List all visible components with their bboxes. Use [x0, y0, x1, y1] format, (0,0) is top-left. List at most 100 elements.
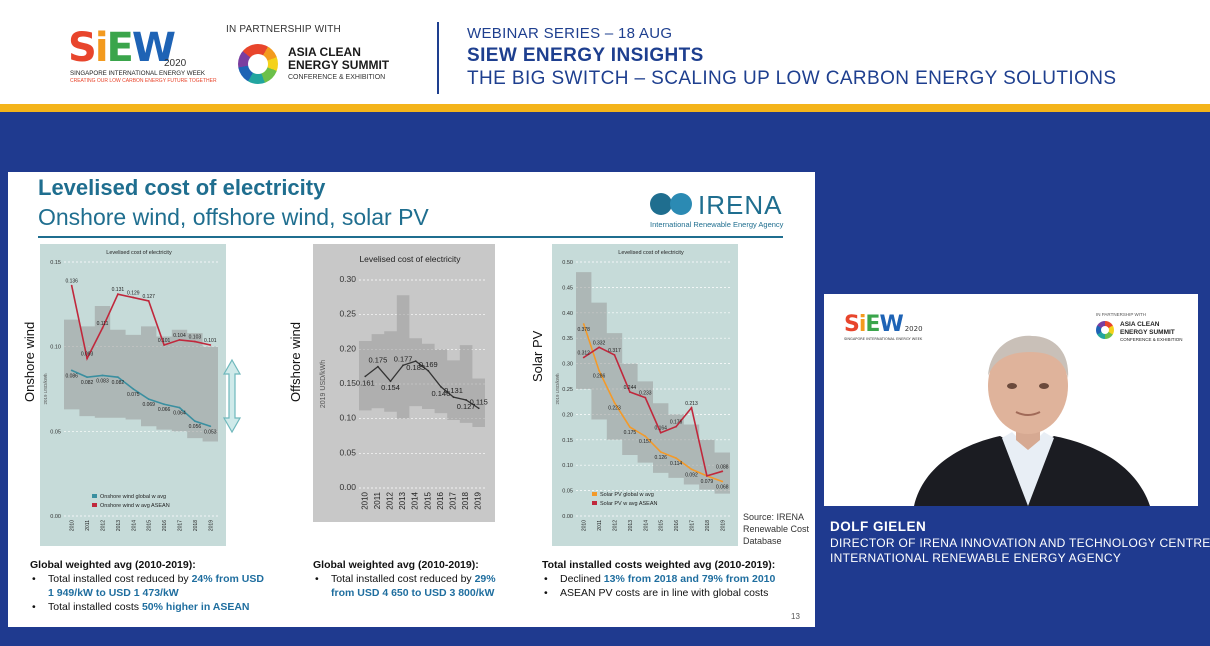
- series-line: [583, 346, 723, 477]
- banner-accent-strip: [0, 104, 1210, 112]
- frame-partner-logo: IN PARTNERSHIP WITH ASIA CLEAN ENERGY SUM…: [1096, 312, 1192, 346]
- data-label: 0.317: [608, 348, 621, 354]
- data-point: [582, 356, 585, 359]
- data-label: 0.146: [432, 389, 451, 398]
- data-label: 0.131: [112, 287, 125, 293]
- data-point: [194, 340, 196, 343]
- offshore-wind-label: Offshore wind: [288, 322, 303, 402]
- slide-subtitle: Onshore wind, offshore wind, solar PV: [38, 204, 429, 230]
- legend-swatch: [592, 492, 597, 496]
- y-tick-label: 0.15: [339, 378, 356, 388]
- data-label: 0.079: [701, 479, 714, 485]
- data-label: 0.161: [356, 378, 375, 387]
- title-rule: [38, 236, 783, 238]
- data-point: [163, 344, 165, 346]
- data-point: [101, 327, 104, 329]
- x-tick-label: 2012: [386, 491, 395, 509]
- data-label: 0.101: [158, 338, 171, 344]
- x-tick-label: 2011: [85, 520, 91, 531]
- solar-pv-chart: Levelised cost of electricity 0.00 0.05 0.1…: [552, 244, 738, 546]
- siew-subtitle: SINGAPORE INTERNATIONAL ENERGY WEEK: [70, 70, 206, 77]
- data-point: [86, 357, 88, 360]
- frame-partner-line1: ASIA CLEAN: [1120, 321, 1160, 328]
- data-label: 0.157: [639, 439, 652, 445]
- data-point: [598, 369, 600, 372]
- webinar-series-date: WEBINAR SERIES – 18 AUG: [467, 25, 673, 42]
- data-point: [147, 398, 150, 401]
- data-label: 0.115: [470, 397, 488, 406]
- legend-swatch: [592, 501, 597, 505]
- data-label: 0.129: [127, 291, 140, 297]
- data-label: 0.086: [65, 373, 78, 379]
- data-point: [117, 293, 119, 296]
- x-tick-label: 2017: [690, 520, 696, 531]
- summary-heading: Total installed costs weighted avg (2010…: [542, 559, 776, 571]
- irena-tagline: International Renewable Energy Agency: [650, 220, 784, 229]
- range-band: [359, 295, 485, 427]
- data-label: 0.312: [577, 351, 590, 357]
- data-point: [477, 407, 480, 410]
- x-tick-label: 2011: [373, 491, 382, 509]
- y-tick-label: 0.00: [339, 482, 356, 492]
- data-point: [675, 425, 677, 428]
- data-point: [364, 375, 367, 378]
- solar-summary: Total installed costs weighted avg (2010…: [542, 558, 812, 600]
- chart-title: Levelised cost of electricity: [106, 250, 172, 256]
- x-tick-label: 2010: [360, 491, 369, 509]
- asia-clean-energy-summit-logo: ASIA CLEAN ENERGY SUMMIT CONFERENCE & EXH…: [238, 42, 398, 88]
- data-point: [721, 480, 724, 483]
- frame-partner-line3: CONFERENCE & EXHIBITION: [1120, 337, 1183, 342]
- y-tick-label: 0.20: [562, 412, 573, 418]
- x-tick-label: 2014: [643, 520, 649, 531]
- x-tick-label: 2018: [705, 520, 711, 531]
- data-point: [440, 385, 442, 388]
- x-tick-label: 2013: [398, 491, 407, 509]
- x-tick-label: 2013: [116, 520, 122, 531]
- data-label: 0.092: [685, 472, 698, 478]
- y-tick-label: 0.50: [562, 260, 573, 266]
- x-tick-label: 2011: [597, 520, 603, 531]
- data-point: [582, 323, 585, 325]
- summit-ring-icon: [238, 44, 278, 84]
- x-tick-label: 2014: [131, 520, 137, 531]
- data-point: [690, 406, 693, 409]
- series-line: [582, 323, 723, 483]
- data-label: 0.136: [65, 279, 78, 285]
- y-tick-label: 0.05: [339, 447, 356, 457]
- summary-bullet: Total installed cost reduced by 29% from…: [313, 572, 503, 600]
- y-tick-label: 0.00: [562, 514, 573, 520]
- speaker-video-frame[interactable]: SiEW 2020 SINGAPORE INTERNATIONAL ENERGY W…: [824, 294, 1198, 506]
- summit-subtitle: CONFERENCE & EXHIBITION: [288, 74, 386, 81]
- data-label: 0.213: [685, 401, 698, 407]
- x-tick-label: 2010: [582, 520, 588, 531]
- onshore-wind-chart-svg: Levelised cost of electricity 0.00 0.05 0.1…: [40, 244, 226, 546]
- y-axis-label: 2019 USD/kWh: [43, 373, 48, 405]
- data-label: 0.075: [127, 392, 140, 398]
- data-point: [402, 364, 404, 367]
- data-point: [452, 396, 455, 399]
- irena-logo: IRENA International Renewable Energy Age…: [648, 190, 788, 230]
- x-tick-label: 2016: [674, 520, 680, 531]
- data-label: 0.169: [419, 360, 438, 369]
- data-label: 0.223: [608, 406, 621, 412]
- data-label: 0.286: [593, 374, 606, 380]
- data-point: [613, 354, 616, 356]
- slide-title: Levelised cost of electricity: [38, 175, 326, 200]
- data-label: 0.244: [624, 385, 637, 391]
- chart-title: Levelised cost of electricity: [359, 254, 461, 264]
- data-label: 0.164: [654, 426, 667, 432]
- frame-siew-subtitle: SINGAPORE INTERNATIONAL ENERGY WEEK: [844, 337, 923, 341]
- series-line: [364, 360, 480, 409]
- data-label: 0.332: [593, 340, 606, 346]
- onshore-wind-label: Onshore wind: [22, 321, 37, 402]
- data-label: 0.111: [97, 321, 109, 327]
- data-point: [644, 435, 647, 438]
- x-tick-label: 2015: [423, 491, 432, 509]
- data-label: 0.083: [96, 378, 109, 384]
- webinar-banner: SiEW 2020 SINGAPORE INTERNATIONAL ENERGY…: [0, 0, 1210, 104]
- y-tick-label: 0.10: [50, 345, 61, 351]
- x-tick-label: 2019: [474, 491, 483, 509]
- offshore-wind-chart-svg: Levelised cost of electricity 0.00 0.05 0.1…: [313, 244, 495, 522]
- data-point: [427, 369, 430, 372]
- y-tick-label: 0.00: [50, 514, 61, 520]
